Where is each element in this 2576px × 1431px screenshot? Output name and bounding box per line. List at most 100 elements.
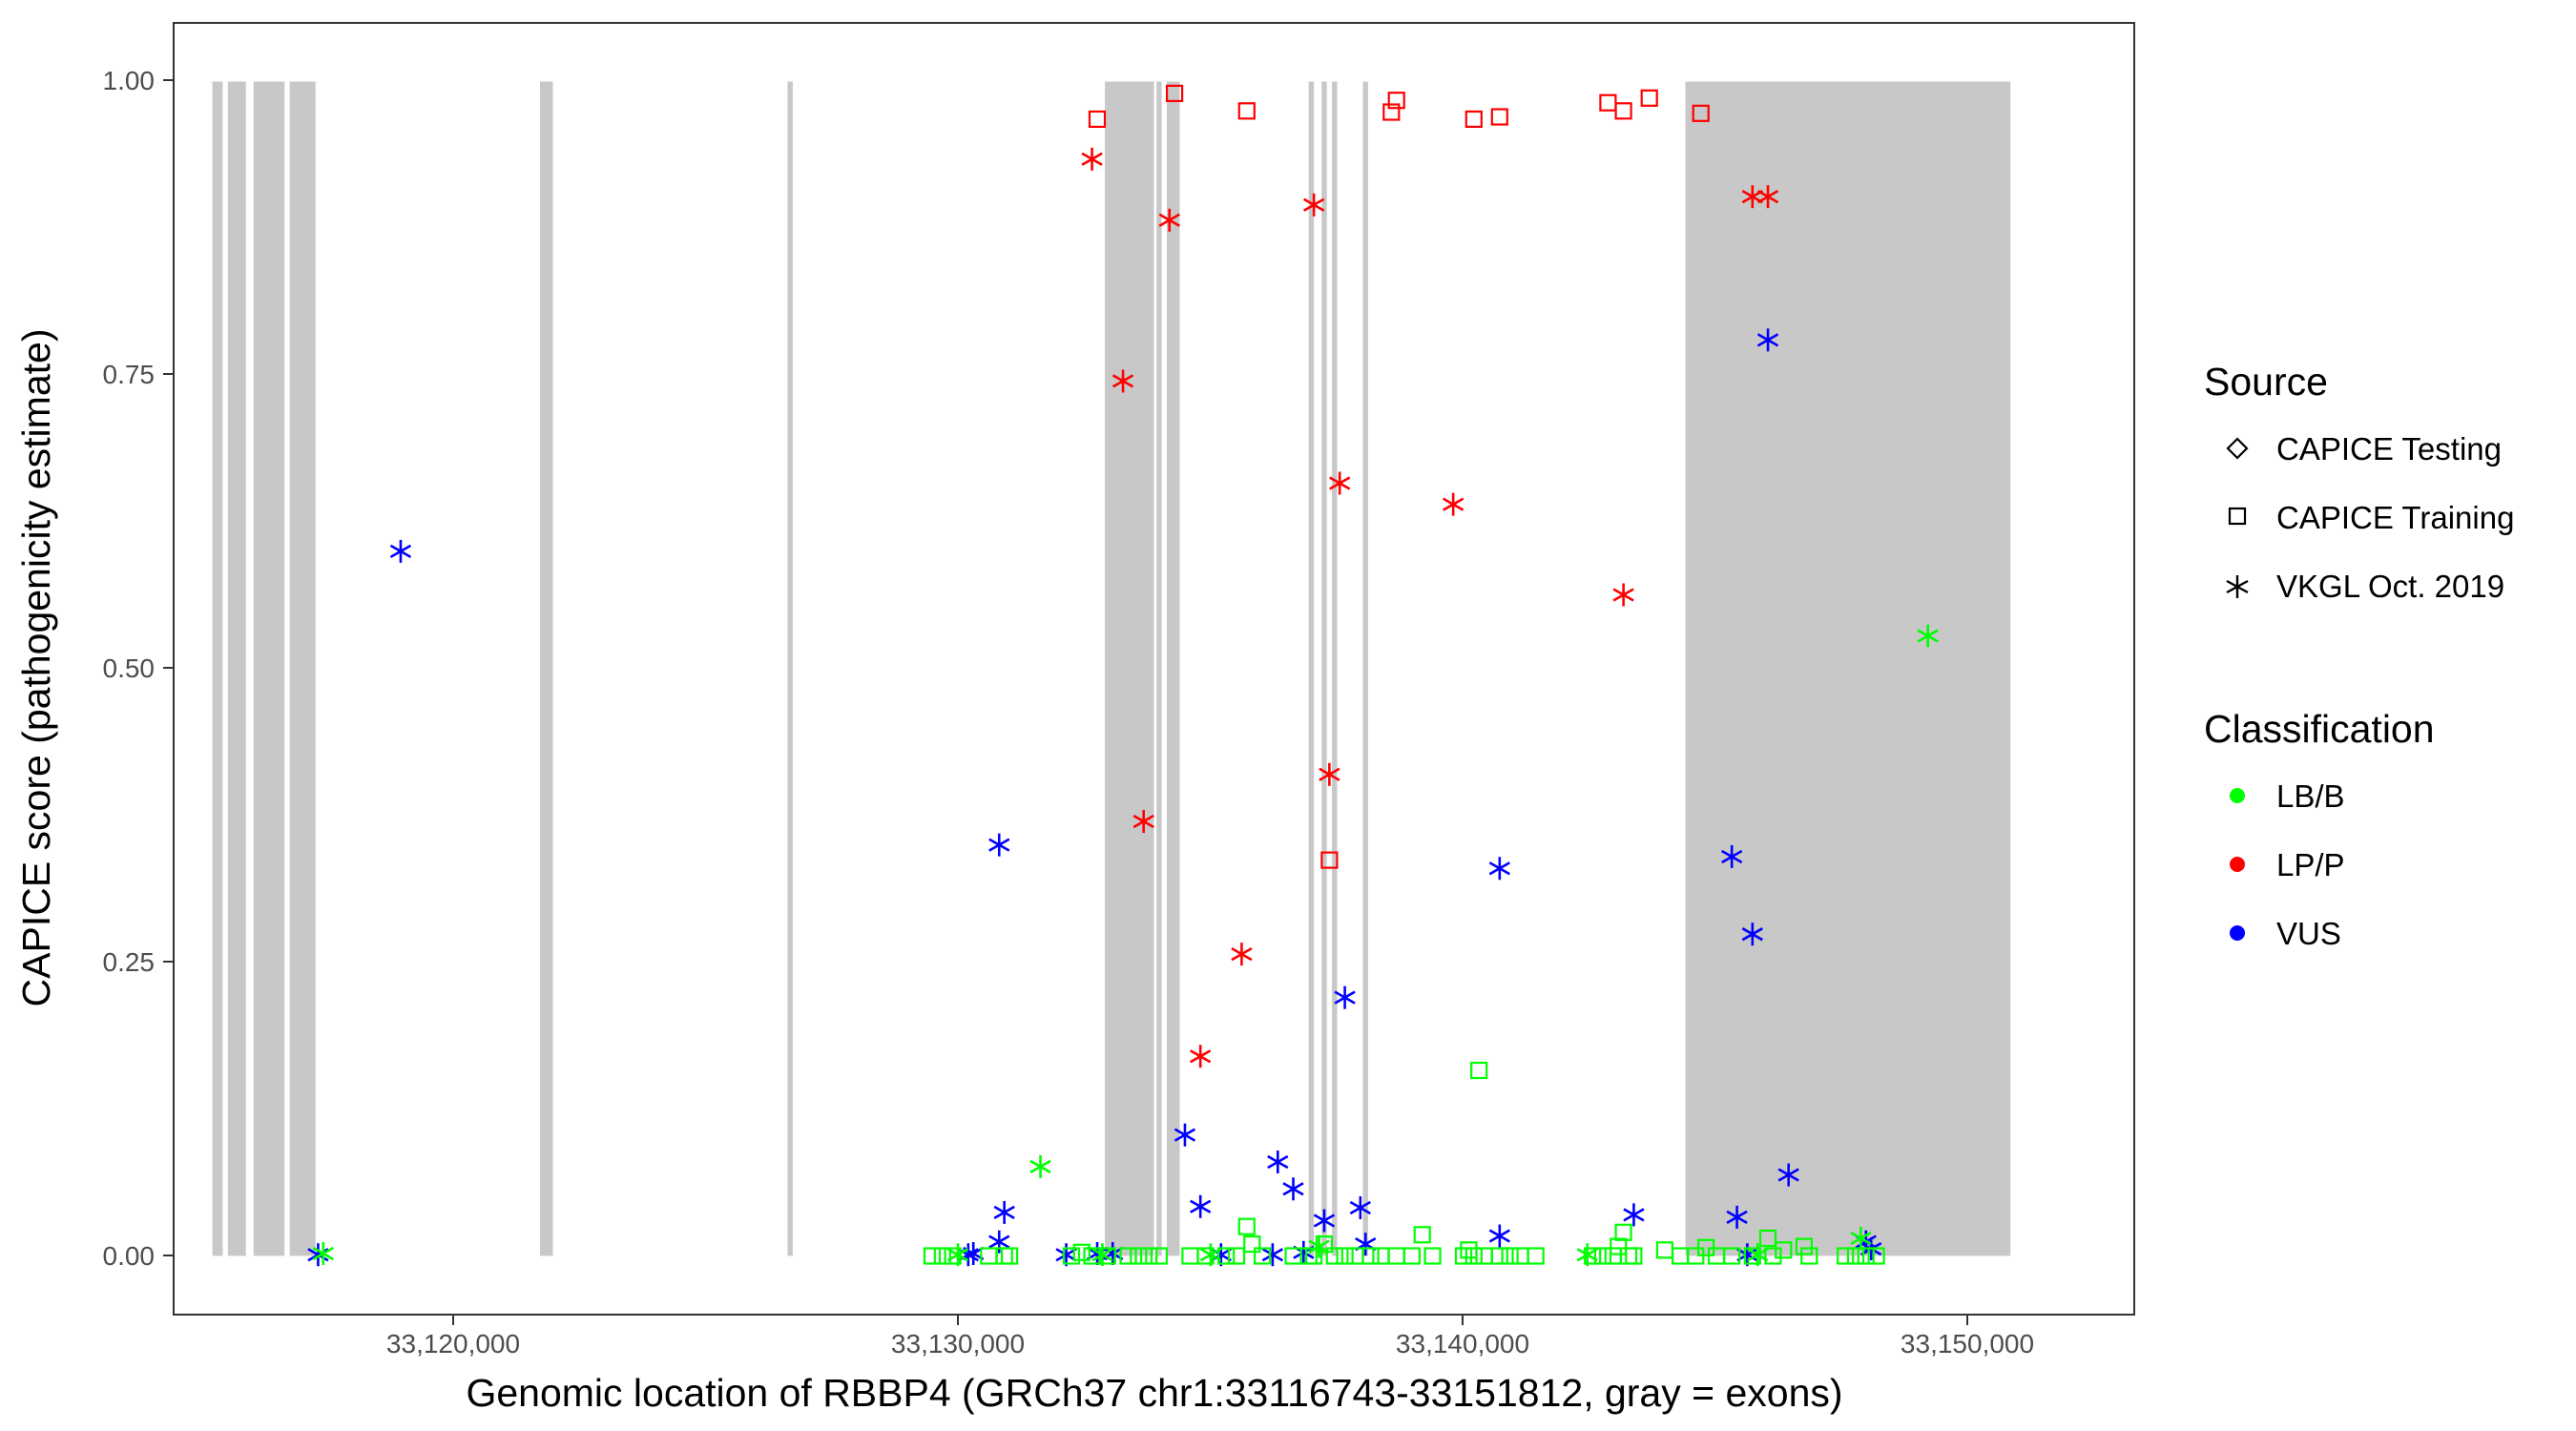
- data-point-square: [1402, 1247, 1422, 1265]
- legend-label: VKGL Oct. 2019: [2276, 569, 2504, 604]
- dot-icon: [2230, 857, 2245, 872]
- data-point-square: [1382, 103, 1401, 121]
- data-point-asterisk: [1302, 193, 1325, 217]
- y-tick-label: 0.50: [103, 653, 156, 683]
- data-point-square: [1837, 1247, 1855, 1265]
- legend: Source CAPICE Testing CAPICE Training VK…: [2204, 360, 2514, 951]
- legend-item-lpp: LP/P: [2230, 847, 2345, 882]
- data-point-square: [1346, 1247, 1364, 1265]
- data-point-asterisk: [1850, 1226, 1872, 1250]
- data-point-asterisk: [988, 1230, 1010, 1254]
- legend-label: LP/P: [2276, 847, 2345, 882]
- data-point-square: [1764, 1247, 1782, 1265]
- data-point-asterisk: [1267, 1150, 1289, 1173]
- data-point-asterisk: [957, 1243, 979, 1267]
- legend-label: VUS: [2276, 916, 2341, 951]
- data-point-asterisk: [1111, 369, 1134, 393]
- exon-band: [212, 81, 223, 1256]
- data-point-square: [1130, 1247, 1148, 1265]
- data-point-asterisk: [1282, 1177, 1304, 1201]
- data-point-square: [1217, 1247, 1236, 1265]
- data-point-square: [1237, 1217, 1256, 1235]
- data-point-square: [1614, 102, 1632, 120]
- legend-item-capice-testing: CAPICE Testing: [2226, 431, 2502, 467]
- exon-band: [1156, 81, 1162, 1256]
- data-point-square: [1867, 1247, 1885, 1265]
- data-point-square: [1655, 1241, 1674, 1259]
- data-point-asterisk: [307, 1243, 329, 1267]
- data-point-asterisk: [1081, 147, 1103, 171]
- data-point-asterisk: [1917, 624, 1939, 648]
- data-point-square: [1470, 1061, 1488, 1080]
- data-point-square: [1088, 110, 1107, 129]
- exon-band: [253, 81, 285, 1256]
- data-point-asterisk: [1488, 857, 1510, 881]
- data-point-asterisk: [389, 539, 412, 563]
- exon-band: [289, 81, 316, 1256]
- data-point-asterisk: [1736, 1243, 1758, 1267]
- data-point-square: [980, 1247, 998, 1265]
- data-point-square: [1599, 93, 1617, 112]
- exon-band: [227, 81, 246, 1256]
- exon-band: [1167, 81, 1180, 1256]
- data-point-square: [1181, 1247, 1199, 1265]
- data-point-asterisk: [1726, 1205, 1748, 1229]
- data-point-square: [1325, 1247, 1343, 1265]
- legend-label: CAPICE Training: [2276, 500, 2514, 535]
- data-point-asterisk: [1721, 844, 1743, 868]
- data-point-asterisk: [1055, 1243, 1077, 1267]
- data-point-square: [1165, 84, 1184, 103]
- data-point-square: [1775, 1241, 1793, 1259]
- data-point-square: [1625, 1247, 1643, 1265]
- data-point-square: [1527, 1247, 1545, 1265]
- data-point-asterisk: [1210, 1243, 1232, 1267]
- data-point-square: [1800, 1247, 1818, 1265]
- data-point-asterisk: [312, 1241, 334, 1265]
- data-point-square: [1253, 1247, 1272, 1265]
- data-point-square: [1243, 1234, 1261, 1254]
- x-tick-label: 33,140,000: [1396, 1329, 1529, 1358]
- data-point-asterisk: [1777, 1163, 1799, 1187]
- legend-item-vus: VUS: [2230, 916, 2341, 951]
- square-icon: [2228, 507, 2247, 526]
- data-point-square: [1490, 108, 1508, 126]
- data-point-square: [933, 1247, 951, 1265]
- data-point-asterisk: [1349, 1195, 1371, 1219]
- data-point-asterisk: [1334, 985, 1356, 1009]
- exon-band: [1105, 81, 1154, 1256]
- data-point-square: [1320, 851, 1339, 869]
- legend-label: LB/B: [2276, 778, 2345, 814]
- data-point-square: [1000, 1247, 1019, 1265]
- data-point-asterisk: [1158, 208, 1180, 232]
- data-point-square: [1196, 1247, 1215, 1265]
- exon-band: [1362, 81, 1368, 1256]
- data-point-square: [1610, 1237, 1628, 1255]
- legend-item-lbb: LB/B: [2230, 778, 2345, 814]
- exon-bands: [212, 81, 2011, 1256]
- data-point-square: [1336, 1247, 1354, 1265]
- data-points: [307, 84, 1939, 1267]
- legend-label: CAPICE Testing: [2276, 431, 2502, 467]
- legend-title-classification: Classification: [2204, 707, 2435, 751]
- data-point-square: [1593, 1247, 1612, 1265]
- legend-title-source: Source: [2204, 360, 2328, 404]
- exon-band: [540, 81, 553, 1256]
- data-point-square: [944, 1247, 962, 1265]
- data-point-square: [1315, 1234, 1334, 1254]
- data-point-square: [1619, 1247, 1638, 1265]
- data-point-square: [1460, 1241, 1478, 1259]
- data-point-asterisk: [1741, 923, 1763, 946]
- data-point-square: [1413, 1226, 1431, 1244]
- data-point-square: [1387, 92, 1405, 110]
- data-point-square: [1237, 102, 1256, 120]
- data-point-square: [1387, 1247, 1405, 1265]
- data-point-asterisk: [988, 833, 1010, 857]
- data-point-asterisk: [1190, 1045, 1212, 1068]
- x-tick-label: 33,130,000: [891, 1329, 1025, 1358]
- data-point-square: [1304, 1247, 1323, 1265]
- data-point-asterisk: [993, 1200, 1015, 1224]
- data-point-asterisk: [1199, 1243, 1222, 1267]
- data-point-square: [1072, 1243, 1091, 1261]
- data-point-square: [1465, 110, 1483, 129]
- y-tick-label: 0.75: [103, 360, 156, 389]
